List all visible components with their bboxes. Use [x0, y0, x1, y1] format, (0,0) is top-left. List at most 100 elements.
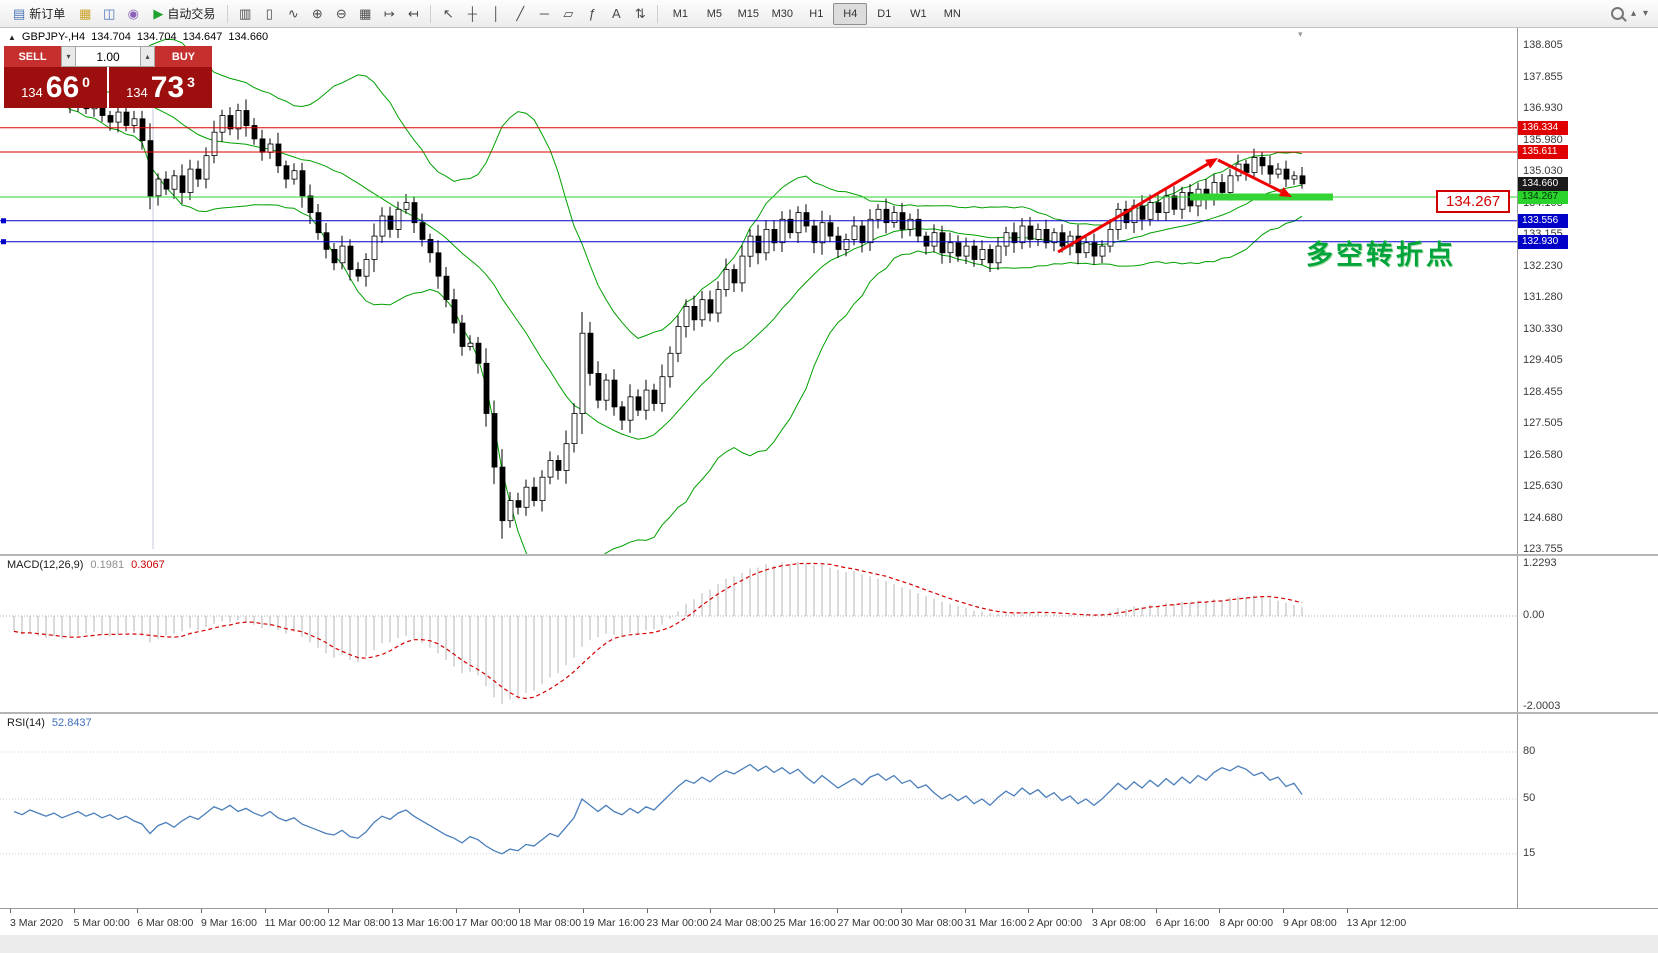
channel-icon[interactable]: ▱: [563, 5, 574, 21]
time-axis-label: 6 Apr 16:00: [1155, 917, 1210, 929]
volume-input[interactable]: 1.00: [76, 46, 140, 67]
candle: [339, 245, 346, 264]
candle: [419, 222, 426, 240]
macd-panel-canvas[interactable]: [0, 555, 1658, 712]
candle: [467, 342, 474, 347]
time-axis-label: 19 Mar 16:00: [582, 917, 645, 929]
trendline-icon[interactable]: ╱: [516, 5, 525, 21]
timeframe-h4[interactable]: H4: [833, 2, 868, 25]
timeframe-m30[interactable]: M30: [771, 7, 794, 20]
rsi-value: 52.8437: [51, 717, 92, 729]
candle: [907, 218, 914, 230]
timeframe-m15[interactable]: M15: [737, 7, 760, 20]
buy-price-tile[interactable]: 134 73 3: [109, 67, 212, 108]
candle: [803, 212, 810, 227]
time-axis[interactable]: 3 Mar 2020 5 Mar 00:00 6 Mar 08:00 9 Mar 16…: [0, 908, 1658, 935]
candle: [403, 202, 410, 210]
symbol-icon: ▲: [8, 32, 16, 42]
search-icon[interactable]: [1610, 7, 1624, 20]
candle: [147, 140, 154, 197]
vertical-line-icon[interactable]: │: [492, 5, 501, 21]
candle: [1035, 228, 1042, 240]
candle: [451, 299, 458, 324]
autotrading-button[interactable]: ▶ 自动交易: [146, 3, 222, 25]
candle: [411, 202, 418, 224]
symbol-ohlc-line: ▲ GBPJPY-,H4 134.704 134.704 134.647 134…: [8, 31, 268, 43]
line-handle: [1, 239, 6, 245]
candle: [499, 466, 506, 522]
zoom-out-icon[interactable]: ⊖: [335, 5, 347, 21]
candle: [1291, 175, 1298, 180]
text-icon[interactable]: A: [611, 5, 621, 21]
time-axis-label: 17 Mar 00:00: [455, 917, 518, 929]
time-axis-tick: [519, 909, 521, 913]
timeframe-h1[interactable]: H1: [809, 7, 824, 20]
fibonacci-icon[interactable]: ƒ: [588, 5, 596, 21]
timeframe-w1[interactable]: W1: [910, 7, 927, 20]
candle: [571, 413, 578, 445]
candle: [1075, 235, 1082, 254]
new-order-button[interactable]: ▤ 新订单: [6, 3, 72, 25]
candle: [875, 208, 882, 220]
main-chart-canvas[interactable]: [0, 28, 1658, 555]
sell-price-tile[interactable]: 134 66 0: [4, 67, 107, 108]
candle: [171, 175, 178, 190]
horizontal-line-icon[interactable]: ─: [539, 5, 549, 21]
market-watch-icon[interactable]: ▦: [79, 5, 92, 21]
volume-down-button[interactable]: ▾: [61, 46, 76, 67]
price-axis-label: 130.330: [1523, 323, 1563, 335]
timeframe-m5[interactable]: M5: [706, 7, 722, 20]
scroll-down-icon[interactable]: ▾: [1642, 8, 1648, 19]
zoom-in-icon[interactable]: ⊕: [311, 5, 323, 21]
candle: [179, 175, 186, 193]
rsi-panel-canvas[interactable]: [0, 713, 1658, 908]
candle: [363, 259, 370, 277]
time-axis-tick: [1155, 909, 1157, 913]
buy-price-big: 73: [150, 70, 185, 104]
line-chart-icon[interactable]: ∿: [287, 5, 299, 21]
time-axis-tick: [328, 909, 330, 913]
macd-name: MACD(12,26,9): [7, 559, 84, 571]
timeframe-d1[interactable]: D1: [877, 7, 892, 20]
candle: [243, 110, 250, 127]
price-axis-label: 128.455: [1523, 386, 1563, 398]
data-window-icon[interactable]: ◫: [103, 5, 116, 21]
chart-shift-icon[interactable]: ↤: [407, 5, 419, 21]
price-level-badge: 133.556: [1518, 214, 1568, 228]
auto-scroll-icon[interactable]: ↦: [383, 5, 395, 21]
crosshair-icon[interactable]: ┼: [467, 5, 477, 21]
candlestick-chart-icon[interactable]: ▯: [265, 5, 273, 21]
bar-chart-icon[interactable]: ▥: [239, 5, 252, 21]
cursor-icon[interactable]: ↖: [442, 5, 454, 21]
candle: [131, 118, 138, 126]
timeframe-m1[interactable]: M1: [672, 7, 688, 20]
new-order-icon: ▤: [13, 6, 26, 21]
scroll-up-icon[interactable]: ▴: [1630, 8, 1636, 19]
timeframe-mn[interactable]: MN: [943, 7, 961, 20]
candle: [235, 110, 242, 130]
time-axis-label: 9 Apr 08:00: [1283, 917, 1337, 929]
candle: [923, 235, 930, 247]
time-axis-label: 11 Mar 00:00: [264, 917, 326, 929]
candle: [1051, 232, 1058, 244]
candle: [795, 212, 802, 234]
candle: [323, 232, 330, 250]
panel-splitter[interactable]: [0, 712, 1658, 714]
candle: [139, 118, 146, 142]
time-axis-label: 24 Mar 08:00: [710, 917, 773, 929]
navigator-icon[interactable]: ◉: [127, 5, 139, 21]
candle: [1043, 228, 1050, 244]
candle: [379, 215, 386, 237]
time-axis-label: 25 Mar 16:00: [773, 917, 836, 929]
candle: [387, 215, 394, 230]
panel-splitter[interactable]: [0, 554, 1658, 556]
arrows-icon[interactable]: ⇅: [634, 5, 646, 21]
tile-windows-icon[interactable]: ▦: [359, 5, 372, 21]
candle: [291, 170, 298, 180]
time-axis-tick: [1283, 909, 1284, 913]
sell-price-pip: 0: [82, 73, 90, 90]
buy-button[interactable]: BUY: [155, 46, 212, 67]
sell-button[interactable]: SELL: [4, 46, 61, 67]
volume-up-button[interactable]: ▴: [140, 46, 155, 67]
chart-shift-marker[interactable]: ▾: [1298, 29, 1303, 39]
